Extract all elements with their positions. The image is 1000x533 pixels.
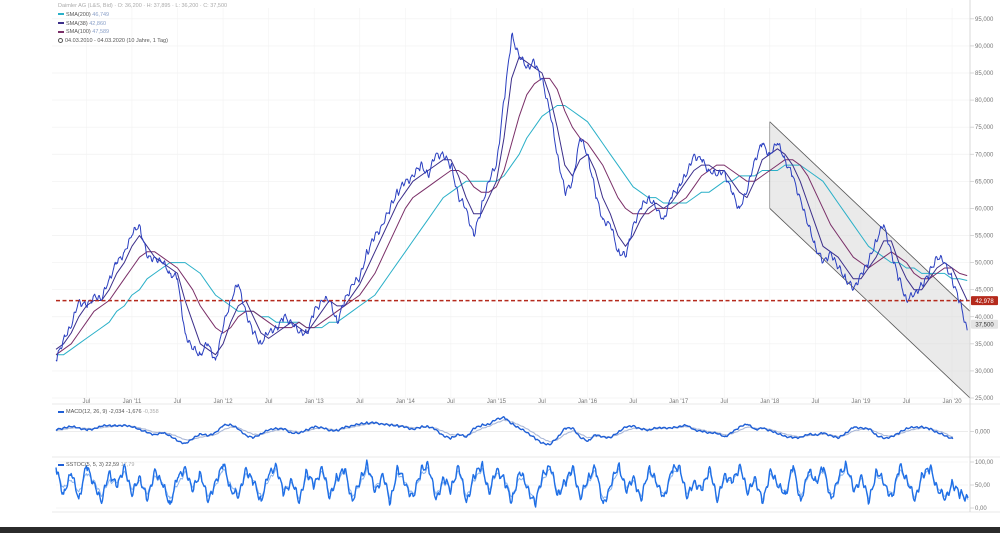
- y-tick-label: 40,000: [975, 315, 994, 321]
- y-tick-label: 60,000: [975, 206, 994, 212]
- x-tick-label: Jan '16: [578, 399, 598, 405]
- series-sma38: [55, 56, 968, 356]
- y-tick-label: 50,000: [975, 261, 994, 267]
- x-tick-label: Jan '17: [669, 399, 689, 405]
- support-value-badge: [971, 296, 998, 306]
- macd-legend[interactable]: MACD(12, 26, 9) -2,034 -1,676 -0,358: [58, 409, 159, 415]
- stoc-tick-label: 0,00: [975, 506, 987, 512]
- clock-icon: [58, 38, 63, 44]
- last-price-badge: [971, 319, 998, 329]
- sma38-legend[interactable]: SMA(38) 42,860: [58, 20, 227, 29]
- y-tick-label: 95,000: [975, 17, 994, 23]
- x-tick-label: Jan '20: [942, 399, 962, 405]
- x-tick-label: Jul: [629, 399, 637, 405]
- time-range: 04.03.2010 - 04.03.2020 (10 Jahre, 1 Tag…: [65, 38, 168, 45]
- sma100-value: 47,589: [92, 29, 110, 36]
- stoc-tick-label: 100,00: [975, 460, 994, 466]
- x-tick-label: Jan '15: [487, 399, 507, 405]
- sstoc-legend[interactable]: SSTOC(5, 5, 3) 22,59 17,79: [58, 462, 134, 468]
- macd-tick-label: 0,000: [975, 430, 991, 436]
- x-tick-label: Jan '14: [396, 399, 416, 405]
- y-tick-label: 30,000: [975, 369, 994, 375]
- x-tick-label: Jul: [83, 399, 91, 405]
- series-macd: [55, 416, 954, 446]
- bottom-bar: [0, 527, 1000, 533]
- x-tick-label: Jan '18: [760, 399, 780, 405]
- macd-value-2: -1,676: [125, 409, 142, 415]
- x-tick-label: Jul: [812, 399, 820, 405]
- sstoc-value-2: 17,79: [120, 462, 135, 468]
- y-tick-label: 90,000: [975, 44, 994, 50]
- time-range-row[interactable]: 04.03.2010 - 04.03.2020 (10 Jahre, 1 Tag…: [58, 37, 227, 46]
- y-tick-label: 80,000: [975, 98, 994, 104]
- last-price-label: 37,500: [975, 322, 994, 328]
- macd-swatch: [58, 410, 64, 413]
- y-tick-label: 65,000: [975, 179, 994, 185]
- x-tick-label: Jan '12: [213, 399, 233, 405]
- sma100-legend[interactable]: SMA(100) 47,589: [58, 28, 227, 37]
- macd-value-3: -0,358: [143, 409, 159, 415]
- support-line: 42,978 37,500: [56, 296, 998, 329]
- channel-upper-line: [769, 121, 971, 312]
- support-value-label: 42,978: [975, 299, 994, 305]
- x-tick-label: Jul: [356, 399, 364, 405]
- series-signal: [55, 419, 954, 443]
- instrument-info: Daimler AG (L&S, Bid) · O: 36,200 · H: 3…: [58, 3, 228, 9]
- x-tick-label: Jul: [265, 399, 273, 405]
- y-tick-label: 55,000: [975, 234, 994, 240]
- series-sma200: [56, 105, 968, 356]
- x-tick-label: Jul: [174, 399, 182, 405]
- y-tick-label: 70,000: [975, 152, 994, 158]
- series-sma100: [55, 77, 968, 356]
- sstoc-label: SSTOC(5, 5, 3): [66, 462, 104, 468]
- macd-label: MACD(12, 26, 9): [66, 409, 108, 415]
- x-tick-label: Jan '19: [851, 399, 871, 405]
- sma38-swatch: [58, 22, 64, 25]
- y-tick-label: 35,000: [975, 342, 994, 348]
- sma38-label: SMA(38): [66, 20, 88, 27]
- x-tick-label: Jul: [538, 399, 546, 405]
- channel-fill: [769, 121, 970, 398]
- channel-lower-line: [769, 208, 971, 399]
- sstoc-value-1: 22,59: [105, 462, 120, 468]
- sma100-swatch: [58, 30, 64, 33]
- price-panel: [55, 32, 968, 362]
- stoc-tick-label: 50,00: [975, 483, 991, 489]
- sma200-swatch: [58, 13, 64, 16]
- x-tick-label: Jul: [720, 399, 728, 405]
- macd-panel: [55, 416, 968, 446]
- x-tick-label: Jan '11: [123, 399, 142, 405]
- y-tick-label: 85,000: [975, 71, 994, 77]
- series-price: [55, 32, 968, 362]
- sstoc-swatch: [58, 463, 64, 466]
- chart-legend: Daimler AG (L&S, Bid) · O: 36,200 · H: 3…: [58, 2, 227, 46]
- y-tick-label: 45,000: [975, 288, 994, 294]
- y-axis: 25,000 30,000 35,000 40,000 45,000 50,000 55,0…: [969, 0, 994, 512]
- sma200-legend[interactable]: SMA(200) 46,749: [58, 11, 227, 20]
- sma100-label: SMA(100): [66, 29, 91, 36]
- x-tick-label: Jul: [903, 399, 911, 405]
- sma200-label: SMA(200): [66, 11, 91, 18]
- x-axis: Jul Jan '11 Jul Jan '12 Jul Jan '13 Jul Jan '14…: [83, 399, 963, 405]
- instrument-row: Daimler AG (L&S, Bid) · O: 36,200 · H: 3…: [58, 2, 227, 11]
- stochastic-panel: [55, 459, 969, 509]
- macd-value-1: -2,034: [108, 409, 125, 415]
- series-sstoc: [55, 459, 969, 508]
- y-tick-label: 25,000: [975, 396, 994, 402]
- x-tick-label: Jan '13: [305, 399, 325, 405]
- trend-channel: [769, 121, 971, 399]
- sma200-value: 46,749: [92, 11, 110, 18]
- sma38-value: 42,860: [89, 20, 107, 27]
- x-tick-label: Jul: [447, 399, 455, 405]
- y-tick-label: 75,000: [975, 125, 994, 131]
